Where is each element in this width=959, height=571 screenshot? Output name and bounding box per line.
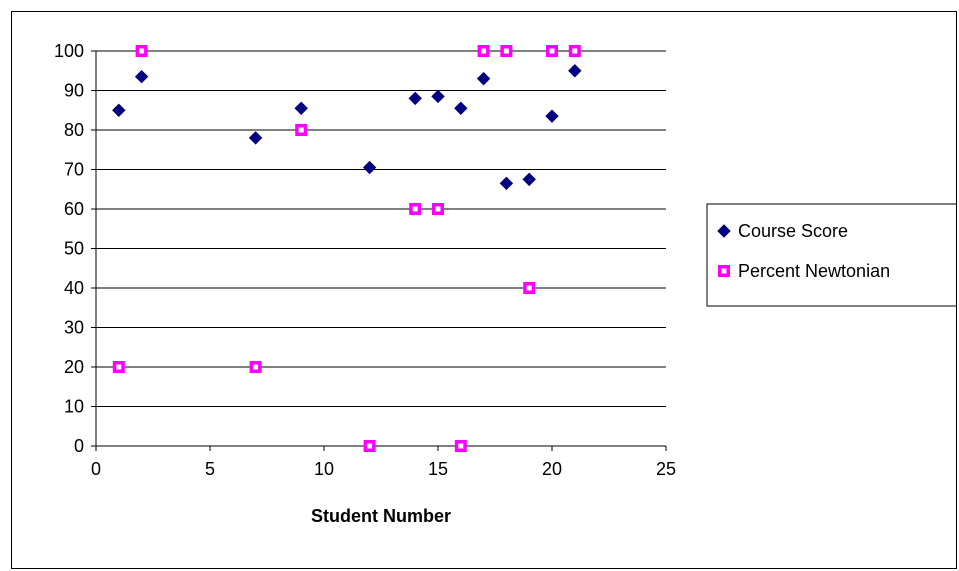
legend-marker-percent-newtonian xyxy=(718,265,730,277)
y-tick-label: 10 xyxy=(64,397,84,417)
x-axis-title: Student Number xyxy=(311,506,451,526)
legend: Course Score Percent Newtonian xyxy=(706,203,956,307)
percent-newtonian-point xyxy=(249,361,262,373)
x-tick-label: 15 xyxy=(428,459,448,479)
marker-inner xyxy=(572,48,578,54)
y-tick-label: 60 xyxy=(64,199,84,219)
marker-inner xyxy=(253,364,259,370)
percent-newtonian-point xyxy=(409,203,422,215)
tick-labels: 0 10 20 30 40 50 60 70 80 90 100 0 5 10 15 20 25 xyxy=(54,41,676,479)
y-tick-label: 0 xyxy=(74,436,84,456)
y-tick-label: 100 xyxy=(54,41,84,61)
course-score-point xyxy=(112,103,126,117)
legend-label: Percent Newtonian xyxy=(738,261,890,281)
scatter-chart: 0 10 20 30 40 50 60 70 80 90 100 0 5 10 15 20 25 Student… xyxy=(54,41,956,526)
legend-label: Course Score xyxy=(738,221,848,241)
marker-inner xyxy=(503,48,509,54)
percent-newtonian-point xyxy=(568,45,581,57)
course-score-point xyxy=(522,172,536,187)
marker-inner xyxy=(139,48,145,54)
percent-newtonian-point xyxy=(523,282,536,294)
marker-inner xyxy=(412,206,418,212)
course-score-point xyxy=(431,89,445,104)
x-tick-label: 10 xyxy=(314,459,334,479)
course-score-point xyxy=(294,101,308,115)
marker-inner xyxy=(721,268,727,274)
course-score-point xyxy=(362,160,377,175)
percent-newtonian-point xyxy=(295,124,308,136)
course-score-point xyxy=(248,131,263,145)
grid-lines xyxy=(96,50,666,407)
chart-area: 0 10 20 30 40 50 60 70 80 90 100 0 5 10 15 20 25 Student… xyxy=(11,11,957,569)
percent-newtonian-point xyxy=(432,203,444,215)
course-score-point xyxy=(568,64,582,78)
axes xyxy=(91,50,667,451)
course-score-point xyxy=(454,101,468,115)
y-tick-label: 30 xyxy=(64,318,84,338)
x-tick-label: 25 xyxy=(656,459,676,479)
marker-inner xyxy=(116,364,122,370)
percent-newtonian-point xyxy=(546,45,558,57)
marker-inner xyxy=(298,127,304,133)
percent-newtonian-point xyxy=(135,45,148,57)
marker-inner xyxy=(526,285,532,291)
marker-inner xyxy=(481,48,487,54)
percent-newtonian-point xyxy=(363,440,376,452)
percent-newtonian-point xyxy=(112,361,125,373)
course-score-point xyxy=(476,71,491,86)
y-tick-label: 70 xyxy=(64,160,84,180)
y-tick-label: 50 xyxy=(64,239,84,259)
percent-newtonian-point xyxy=(454,440,467,452)
y-tick-label: 90 xyxy=(64,81,84,101)
x-tick-label: 20 xyxy=(542,459,562,479)
data-markers xyxy=(112,45,582,452)
marker-inner xyxy=(367,443,373,449)
percent-newtonian-point xyxy=(477,45,490,57)
course-score-point xyxy=(545,109,559,123)
legend-marker-course-score xyxy=(717,224,731,238)
y-tick-label: 80 xyxy=(64,120,84,140)
course-score-point xyxy=(499,176,514,191)
marker-inner xyxy=(458,443,464,449)
course-score-point xyxy=(408,91,422,106)
x-tick-label: 0 xyxy=(91,459,101,479)
marker-inner xyxy=(549,48,555,54)
legend-box xyxy=(706,203,956,307)
x-tick-label: 5 xyxy=(205,459,215,479)
course-score-point xyxy=(134,69,149,84)
marker-inner xyxy=(435,206,441,212)
y-tick-label: 20 xyxy=(64,357,84,377)
percent-newtonian-point xyxy=(500,45,513,57)
y-tick-label: 40 xyxy=(64,278,84,298)
